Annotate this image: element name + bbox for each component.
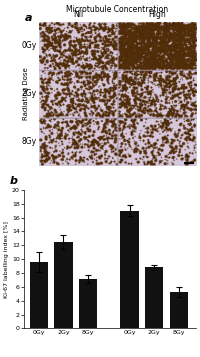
- Bar: [54, 242, 73, 328]
- Text: Microtubule Concentration: Microtubule Concentration: [66, 5, 168, 14]
- Bar: [30, 262, 48, 328]
- Bar: [170, 292, 188, 328]
- Text: Radiating Dose: Radiating Dose: [23, 67, 29, 120]
- Text: 2Gy: 2Gy: [22, 89, 37, 98]
- Text: 0Gy: 0Gy: [22, 41, 37, 50]
- Text: Nil: Nil: [73, 10, 83, 19]
- Text: 8Gy: 8Gy: [22, 137, 37, 146]
- Text: a: a: [25, 13, 32, 23]
- Bar: [120, 211, 139, 328]
- Text: b: b: [9, 176, 17, 186]
- Bar: [145, 267, 163, 328]
- Bar: [79, 279, 97, 328]
- Y-axis label: Ki-67 labelling index [%]: Ki-67 labelling index [%]: [4, 221, 9, 298]
- Text: High: High: [148, 10, 166, 19]
